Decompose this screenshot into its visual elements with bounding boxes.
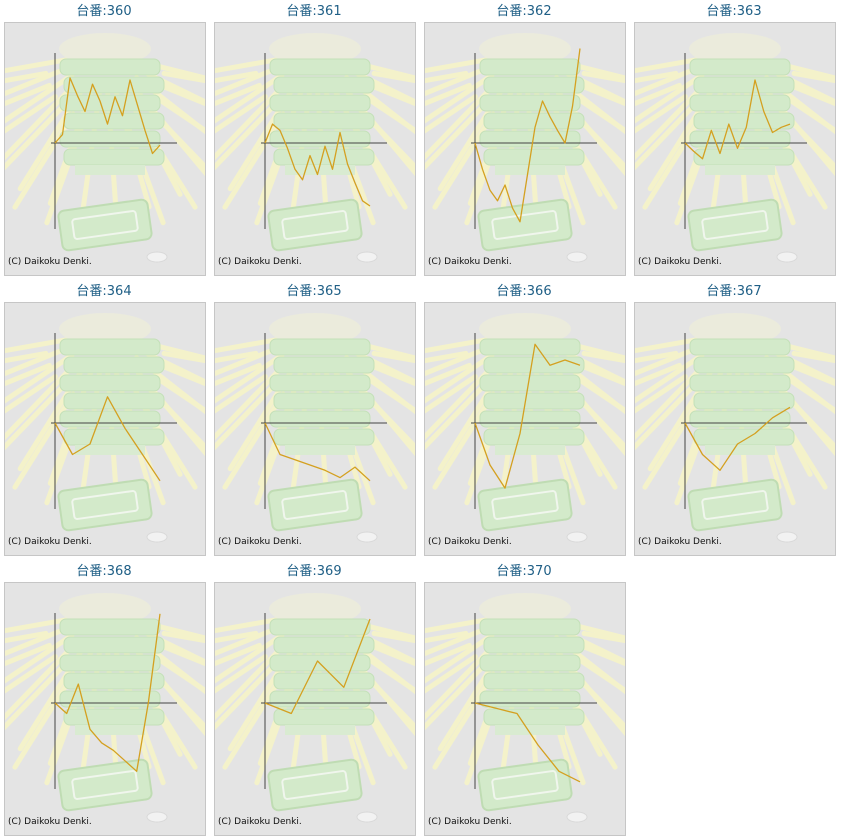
chart-title[interactable]: 台番:362 bbox=[496, 4, 552, 19]
series-line bbox=[474, 343, 581, 489]
chart-title[interactable]: 台番:369 bbox=[286, 564, 342, 579]
copyright-text: (C) Daikoku Denki. bbox=[428, 537, 512, 547]
chart-card: 台番:361 (C) Daikoku Denki. bbox=[212, 0, 416, 276]
chart-svg bbox=[5, 313, 205, 543]
chart-title[interactable]: 台番:360 bbox=[76, 4, 132, 19]
chart-panel: (C) Daikoku Denki. bbox=[634, 22, 836, 276]
chart-card: 台番:360 (C) Daikoku Denki. bbox=[2, 0, 206, 276]
series-line bbox=[474, 702, 581, 783]
copyright-text: (C) Daikoku Denki. bbox=[8, 817, 92, 827]
chart-svg bbox=[425, 593, 625, 823]
series-line bbox=[264, 422, 371, 482]
copyright-text: (C) Daikoku Denki. bbox=[8, 537, 92, 547]
series-line bbox=[54, 77, 161, 155]
slot-machine-illustration bbox=[5, 593, 205, 823]
chart-panel: (C) Daikoku Denki. bbox=[4, 302, 206, 556]
chart-title[interactable]: 台番:370 bbox=[496, 564, 552, 579]
chart-title[interactable]: 台番:367 bbox=[706, 284, 762, 299]
copyright-text: (C) Daikoku Denki. bbox=[428, 257, 512, 267]
chart-panel: (C) Daikoku Denki. bbox=[634, 302, 836, 556]
chart-card: 台番:369 (C) Daikoku Denki. bbox=[212, 560, 416, 836]
chart-panel: (C) Daikoku Denki. bbox=[4, 22, 206, 276]
chart-svg bbox=[5, 593, 205, 823]
series-line bbox=[684, 406, 791, 471]
copyright-text: (C) Daikoku Denki. bbox=[638, 537, 722, 547]
chart-title[interactable]: 台番:365 bbox=[286, 284, 342, 299]
chart-title[interactable]: 台番:363 bbox=[706, 4, 762, 19]
chart-panel: (C) Daikoku Denki. bbox=[424, 22, 626, 276]
slot-machine-illustration bbox=[635, 33, 835, 263]
chart-panel: (C) Daikoku Denki. bbox=[214, 302, 416, 556]
chart-svg bbox=[635, 33, 835, 263]
chart-card: 台番:363 (C) Daikoku Denki. bbox=[632, 0, 836, 276]
chart-title[interactable]: 台番:361 bbox=[286, 4, 342, 19]
chart-svg bbox=[5, 33, 205, 263]
series-line bbox=[54, 396, 161, 482]
copyright-text: (C) Daikoku Denki. bbox=[218, 537, 302, 547]
chart-title[interactable]: 台番:366 bbox=[496, 284, 552, 299]
slot-machine-illustration bbox=[425, 33, 625, 263]
chart-panel: (C) Daikoku Denki. bbox=[424, 302, 626, 556]
chart-svg bbox=[215, 313, 415, 543]
chart-svg bbox=[215, 593, 415, 823]
chart-panel: (C) Daikoku Denki. bbox=[4, 582, 206, 836]
chart-card: 台番:367 (C) Daikoku Denki. bbox=[632, 280, 836, 556]
chart-card: 台番:366 (C) Daikoku Denki. bbox=[422, 280, 626, 556]
chart-card: 台番:368 (C) Daikoku Denki. bbox=[2, 560, 206, 836]
series-line bbox=[264, 618, 371, 715]
chart-svg bbox=[635, 313, 835, 543]
slot-machine-illustration bbox=[635, 313, 835, 543]
series-line bbox=[684, 79, 791, 160]
chart-panel: (C) Daikoku Denki. bbox=[214, 22, 416, 276]
chart-card: 台番:370 (C) Daikoku Denki. bbox=[422, 560, 626, 836]
series-line bbox=[474, 48, 581, 223]
chart-svg bbox=[425, 33, 625, 263]
slot-machine-illustration bbox=[215, 313, 415, 543]
copyright-text: (C) Daikoku Denki. bbox=[218, 257, 302, 267]
series-line bbox=[54, 613, 161, 772]
chart-svg bbox=[215, 33, 415, 263]
chart-card: 台番:362 (C) Daikoku Denki. bbox=[422, 0, 626, 276]
slot-machine-illustration bbox=[215, 593, 415, 823]
copyright-text: (C) Daikoku Denki. bbox=[638, 257, 722, 267]
chart-svg bbox=[425, 313, 625, 543]
chart-title[interactable]: 台番:368 bbox=[76, 564, 132, 579]
chart-title[interactable]: 台番:364 bbox=[76, 284, 132, 299]
slot-machine-illustration bbox=[5, 33, 205, 263]
chart-panel: (C) Daikoku Denki. bbox=[214, 582, 416, 836]
copyright-text: (C) Daikoku Denki. bbox=[218, 817, 302, 827]
series-line bbox=[264, 123, 371, 207]
copyright-text: (C) Daikoku Denki. bbox=[428, 817, 512, 827]
copyright-text: (C) Daikoku Denki. bbox=[8, 257, 92, 267]
chart-panel: (C) Daikoku Denki. bbox=[424, 582, 626, 836]
slot-machine-illustration bbox=[215, 33, 415, 263]
chart-card: 台番:365 (C) Daikoku Denki. bbox=[212, 280, 416, 556]
slot-machine-illustration bbox=[5, 313, 205, 543]
slot-machine-illustration bbox=[425, 313, 625, 543]
slot-machine-illustration bbox=[425, 593, 625, 823]
chart-card: 台番:364 (C) Daikoku Denki. bbox=[2, 280, 206, 556]
